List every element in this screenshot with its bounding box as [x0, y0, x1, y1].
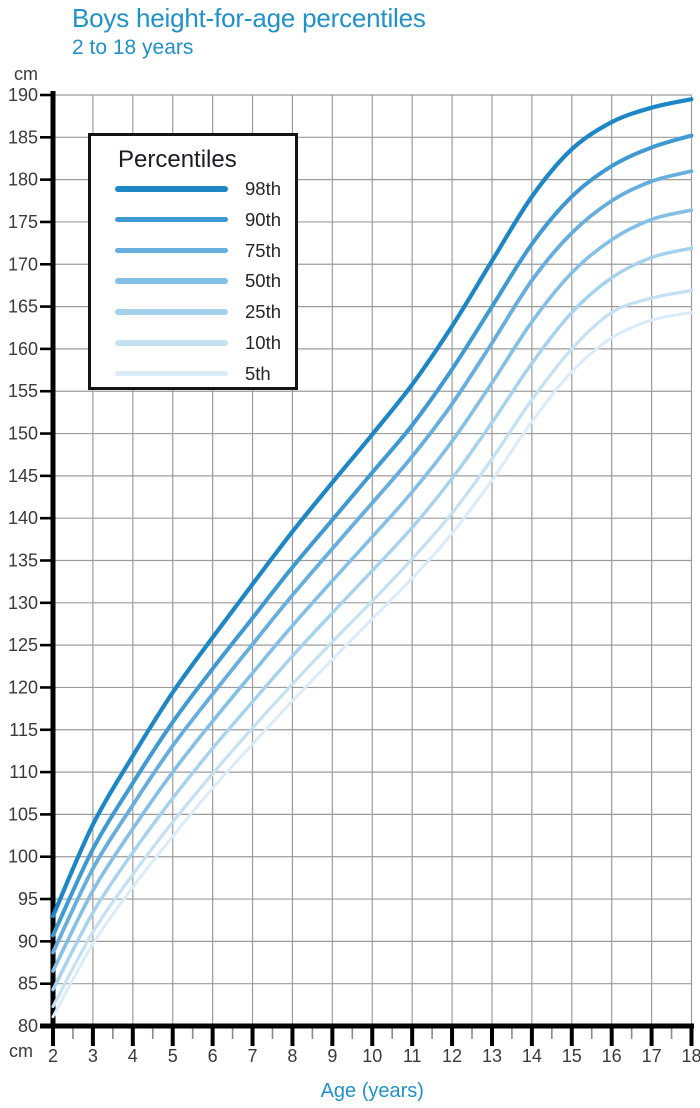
y-tick-label: 105 [8, 804, 38, 824]
y-tick-label: 110 [9, 762, 38, 782]
percentile-curve-98th [50, 97, 694, 919]
legend-item-98th: 98th [91, 178, 295, 200]
x-tick-label: 18 [681, 1046, 700, 1066]
y-tick-label: 115 [9, 720, 38, 740]
legend-item-label: 25th [245, 301, 282, 323]
legend-item-label: 10th [245, 332, 282, 353]
legend-item-label: 75th [245, 239, 282, 261]
y-tick-label: 155 [8, 381, 38, 401]
legend-line-swatch-98th [115, 186, 228, 192]
x-tick-label: 2 [48, 1046, 58, 1066]
percentile-curve-90th [51, 133, 694, 938]
x-tick-label: 4 [128, 1046, 138, 1066]
legend-title: Percentiles [118, 146, 237, 173]
y-tick-label: 175 [8, 212, 38, 232]
y-tick-label: 170 [8, 254, 38, 274]
y-tick-label: 150 [8, 424, 38, 444]
y-tick-label: 190 [8, 85, 38, 105]
x-tick-label: 9 [327, 1046, 337, 1066]
y-tick-label: 125 [8, 635, 38, 655]
legend-item-5th: 5th [91, 363, 295, 385]
y-tick-label: 90 [18, 931, 38, 951]
legend-line-swatch-5th [115, 370, 228, 377]
legend-line-swatch-75th [115, 247, 228, 254]
y-tick-label: 120 [8, 677, 38, 697]
y-tick-label: 100 [8, 847, 38, 867]
y-tick-label: 185 [8, 127, 38, 147]
legend-item-label: 50th [245, 270, 282, 292]
percentile-curve-25th [51, 246, 694, 992]
legend-item-90th: 90th [91, 209, 295, 231]
x-tick-label: 11 [403, 1046, 422, 1066]
chart-header: Boys height-for-age percentiles 2 to 18 … [72, 3, 426, 59]
x-tick-label: 6 [208, 1046, 218, 1066]
percentile-curve-5th [51, 311, 693, 1019]
percentile-curve-10th [51, 288, 694, 1009]
y-tick-label: 135 [8, 551, 38, 571]
y-unit-label-bottom: cm [9, 1041, 33, 1061]
y-tick-label: 160 [8, 339, 38, 359]
x-axis-label: Age (years) [321, 1080, 424, 1102]
y-unit-label-top: cm [14, 64, 38, 84]
x-tick-label: 14 [522, 1046, 542, 1066]
legend-item-75th: 75th [91, 240, 295, 262]
legend-line-swatch-25th [115, 309, 228, 315]
legend-item-label: 98th [245, 178, 282, 199]
y-tick-label: 130 [8, 593, 38, 613]
percentile-curve-75th [51, 169, 694, 955]
x-tick-label: 5 [168, 1046, 178, 1066]
y-tick-label: 180 [8, 170, 38, 190]
legend-line-swatch-90th [115, 216, 228, 223]
legend-box: Percentiles 98th 90th 75th 50th 25th 10th 5th [88, 133, 298, 390]
legend-item-10th: 10th [91, 332, 295, 354]
x-tick-label: 10 [362, 1046, 382, 1066]
y-tick-label: 140 [8, 508, 38, 528]
y-tick-label: 85 [18, 974, 38, 994]
chart-subtitle: 2 to 18 years [72, 35, 194, 59]
chart-title: Boys height-for-age percentiles [72, 3, 426, 33]
legend-item-label: 5th [245, 362, 271, 384]
x-tick-label: 8 [287, 1046, 297, 1066]
x-tick-label: 16 [602, 1046, 622, 1066]
y-tick-label: 145 [8, 466, 38, 486]
legend-item-label: 90th [245, 208, 282, 230]
x-tick-label: 12 [442, 1046, 462, 1066]
legend-item-50th: 50th [91, 270, 295, 292]
x-tick-label: 7 [248, 1046, 258, 1066]
legend-line-swatch-50th [115, 278, 228, 284]
y-tick-label: 165 [8, 297, 38, 317]
legend-line-swatch-10th [115, 340, 228, 346]
x-tick-label: 3 [88, 1046, 98, 1066]
x-tick-label: 15 [562, 1046, 582, 1066]
y-tick-label: 80 [18, 1016, 38, 1036]
percentile-curve-50th [51, 208, 694, 973]
legend-item-25th: 25th [91, 301, 295, 323]
x-tick-label: 17 [642, 1046, 662, 1066]
y-tick-label: 95 [18, 889, 38, 909]
x-tick-label: 13 [482, 1046, 502, 1066]
